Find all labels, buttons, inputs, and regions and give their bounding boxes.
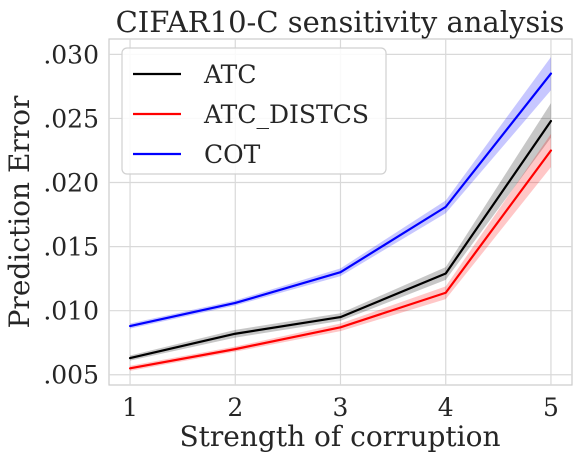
legend-label: COT <box>204 140 261 169</box>
confidence-band-cot <box>130 56 551 329</box>
x-tick-label: 4 <box>438 393 454 422</box>
x-tick-label: 1 <box>122 393 138 422</box>
x-tick-label: 5 <box>543 393 559 422</box>
y-tick-label: .025 <box>43 104 99 133</box>
y-axis-label: Prediction Error <box>3 95 36 328</box>
confidence-band-atc-distcs <box>130 133 551 371</box>
series-lines <box>128 72 553 370</box>
legend-label: ATC_DISTCS <box>203 100 369 129</box>
x-tick-label: 3 <box>333 393 349 422</box>
y-tick-label: .030 <box>43 40 99 69</box>
y-tick-label: .010 <box>43 297 99 326</box>
legend-label: ATC <box>203 60 257 89</box>
legend: ATC ATC_DISTCS COT <box>121 47 387 175</box>
legend-box <box>121 47 387 175</box>
x-tick-labels: 1 2 3 4 5 <box>122 393 559 422</box>
x-axis-label: Strength of corruption <box>179 420 500 453</box>
y-tick-label: .005 <box>43 361 99 390</box>
series-line-atc-distcs <box>128 149 553 370</box>
y-tick-labels: .005 .010 .015 .020 .025 .030 <box>43 40 99 389</box>
y-tick-label: .015 <box>43 233 99 262</box>
series-line-atc <box>128 119 553 360</box>
x-tick-label: 2 <box>227 393 243 422</box>
series-line-cot <box>128 72 553 328</box>
confidence-bands <box>130 56 551 371</box>
y-tick-label: .020 <box>43 169 99 198</box>
chart-title: CIFAR10-C sensitivity analysis <box>116 5 565 39</box>
